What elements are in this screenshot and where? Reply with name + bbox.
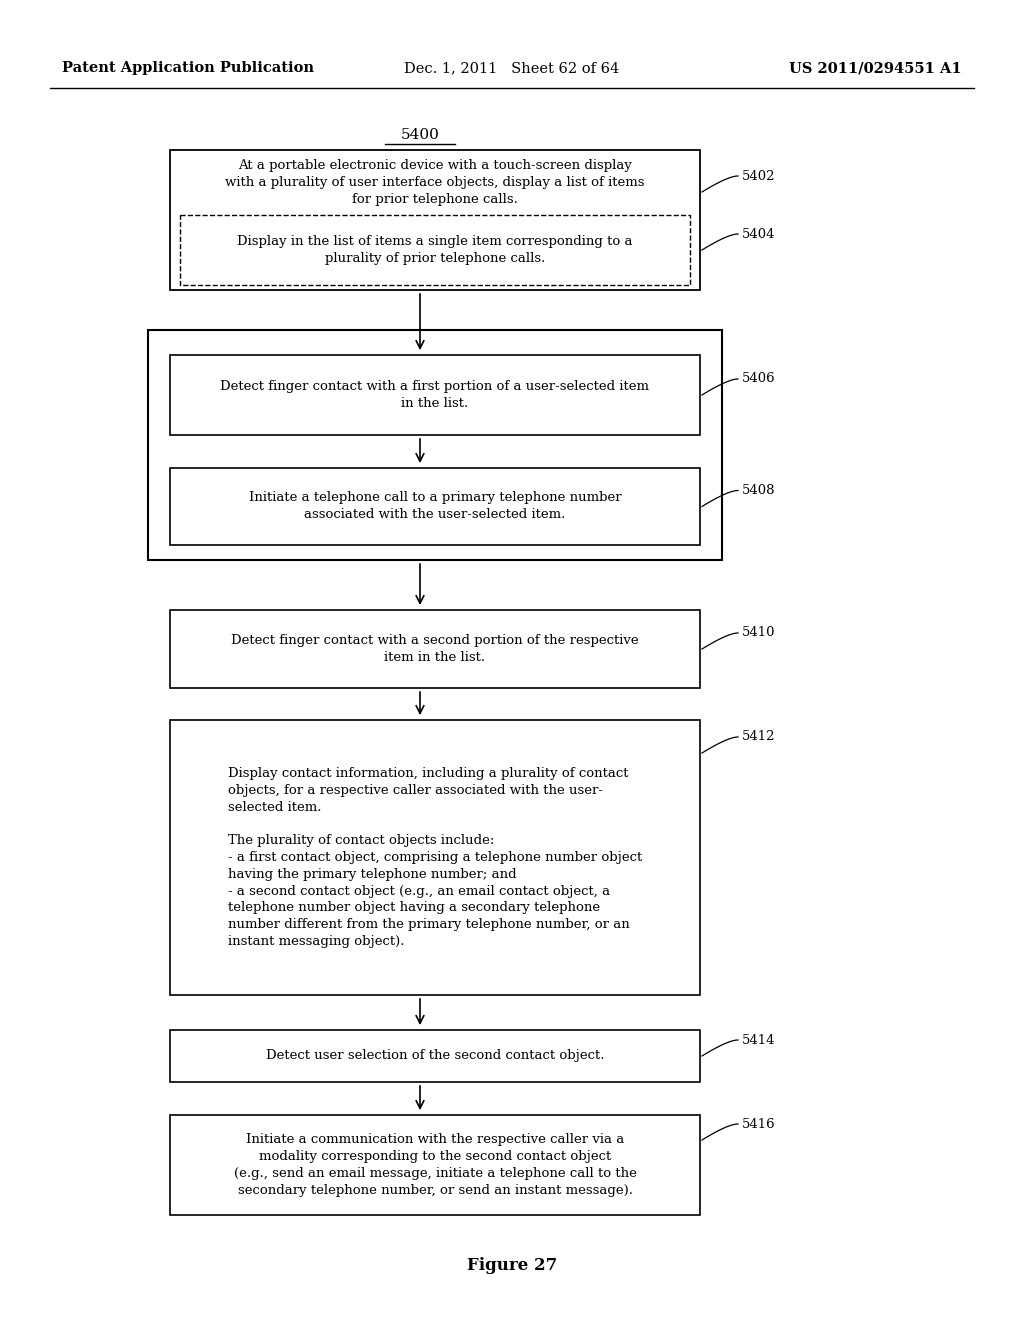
Text: Detect finger contact with a first portion of a user-selected item
in the list.: Detect finger contact with a first porti… — [220, 380, 649, 411]
Text: Detect finger contact with a second portion of the respective
item in the list.: Detect finger contact with a second port… — [231, 634, 639, 664]
Bar — [170, 719, 700, 995]
Bar — [180, 215, 690, 285]
Text: Display in the list of items a single item corresponding to a
plurality of prior: Display in the list of items a single it… — [238, 235, 633, 265]
Text: Figure 27: Figure 27 — [467, 1257, 557, 1274]
Text: Initiate a telephone call to a primary telephone number
associated with the user: Initiate a telephone call to a primary t… — [249, 491, 622, 521]
Text: 5406: 5406 — [742, 372, 775, 385]
Text: Initiate a communication with the respective caller via a
modality corresponding: Initiate a communication with the respec… — [233, 1133, 637, 1197]
Text: 5414: 5414 — [742, 1034, 775, 1047]
Bar — [170, 610, 700, 688]
Bar — [170, 150, 700, 290]
Text: US 2011/0294551 A1: US 2011/0294551 A1 — [790, 61, 962, 75]
Bar — [170, 1030, 700, 1082]
Text: 5412: 5412 — [742, 730, 775, 743]
Bar — [170, 469, 700, 545]
Text: 5410: 5410 — [742, 627, 775, 639]
Text: 5408: 5408 — [742, 484, 775, 498]
Text: Dec. 1, 2011   Sheet 62 of 64: Dec. 1, 2011 Sheet 62 of 64 — [404, 61, 620, 75]
Text: Display contact information, including a plurality of contact
objects, for a res: Display contact information, including a… — [228, 767, 642, 948]
Text: 5404: 5404 — [742, 227, 775, 240]
Text: Detect user selection of the second contact object.: Detect user selection of the second cont… — [266, 1049, 604, 1063]
Text: 5416: 5416 — [742, 1118, 775, 1130]
Text: 5402: 5402 — [742, 169, 775, 182]
Text: At a portable electronic device with a touch-screen display
with a plurality of : At a portable electronic device with a t… — [225, 158, 645, 206]
Text: Patent Application Publication: Patent Application Publication — [62, 61, 314, 75]
Bar — [148, 330, 722, 560]
Bar — [170, 355, 700, 436]
Bar — [170, 1115, 700, 1214]
Text: 5400: 5400 — [400, 128, 439, 143]
